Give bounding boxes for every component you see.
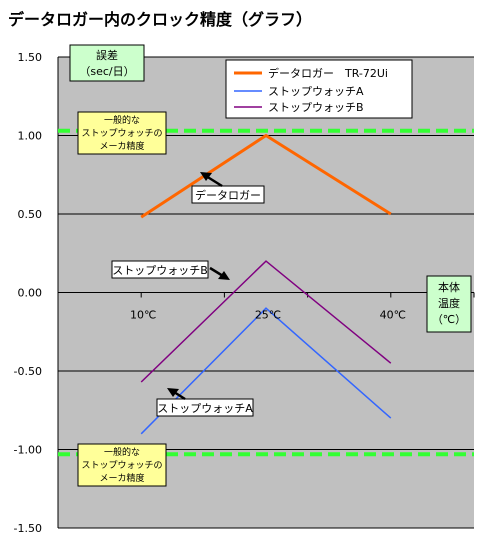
series-line-stopwatch-b	[140, 260, 392, 383]
y-tick-label-6: -1.50	[14, 522, 42, 535]
x-tick-labels: 10℃ 25℃ 40℃	[130, 309, 406, 322]
spec-note-upper: 一般的な ストップウォッチの メーカ精度	[77, 111, 167, 155]
y-axis-label: 誤差 （sec/日）	[69, 44, 145, 82]
y-tick-label-3: 0.00	[18, 287, 43, 300]
spec-note-upper-line-1: 一般的な	[104, 114, 140, 126]
y-tick-label-4: -0.50	[14, 365, 42, 378]
x-tick-label-0: 10℃	[130, 309, 156, 322]
spec-note-lower: 一般的な ストップウォッチの メーカ精度	[77, 443, 167, 487]
x-axis-label-line-1: 本体	[438, 280, 460, 294]
callout-datalogger-text: データロガー	[195, 188, 261, 202]
y-axis-label-line-1: 誤差	[96, 48, 118, 62]
callout-datalogger-arrowhead	[200, 172, 212, 181]
callout-stopwatch-b-arrow	[209, 266, 224, 278]
spec-note-upper-line-3: メーカ精度	[99, 140, 144, 152]
x-axis-label-line-2: 温度	[438, 296, 460, 310]
callout-stopwatch-a-text: ストップウォッチA	[157, 402, 253, 415]
series-lines	[140, 133, 392, 435]
spec-note-lower-line-2: ストップウォッチの	[81, 460, 162, 471]
legend: データロガー TR-72Ui ストップウォッチA ストップウォッチB	[225, 59, 413, 119]
legend-entry-stopwatch-a: ストップウォッチA	[268, 85, 364, 98]
spec-note-upper-line-2: ストップウォッチの	[81, 128, 162, 139]
callout-stopwatch-a: ストップウォッチA	[156, 388, 254, 417]
series-line-datalogger	[140, 133, 392, 219]
callout-stopwatch-b: ストップウォッチB	[111, 260, 230, 280]
y-tick-label-5: -1.00	[14, 444, 42, 457]
callout-datalogger-arrow	[205, 174, 223, 188]
callout-stopwatch-b-arrowhead	[218, 271, 230, 280]
x-tick-label-2: 40℃	[380, 309, 406, 322]
callout-stopwatch-b-text: ストップウォッチB	[112, 264, 208, 277]
spec-note-lower-line-1: 一般的な	[104, 446, 140, 458]
callout-stopwatch-a-arrowhead	[167, 388, 179, 397]
series-line-stopwatch-a	[140, 307, 392, 435]
legend-entry-datalogger: データロガー TR-72Ui	[268, 66, 388, 80]
callout-datalogger: データロガー	[191, 172, 265, 204]
spec-lines	[58, 128, 474, 457]
y-tick-label-1: 1.00	[18, 130, 43, 143]
x-tick-label-1: 25℃	[255, 309, 281, 322]
spec-note-lower-line-3: メーカ精度	[99, 472, 144, 484]
y-tick-label-2: 0.50	[18, 208, 43, 221]
chart-title: データロガー内のクロック精度（グラフ）	[8, 10, 313, 29]
legend-entry-stopwatch-b: ストップウォッチB	[268, 101, 364, 114]
x-axis-label: 本体 温度 （℃）	[426, 275, 472, 333]
y-tick-label-0: 1.50	[18, 51, 43, 64]
x-axis-label-line-3: （℃）	[432, 313, 466, 326]
y-axis-label-line-2: （sec/日）	[79, 65, 134, 78]
y-tick-labels: 1.50 1.00 0.50 0.00 -0.50 -1.00 -1.50	[14, 51, 42, 535]
